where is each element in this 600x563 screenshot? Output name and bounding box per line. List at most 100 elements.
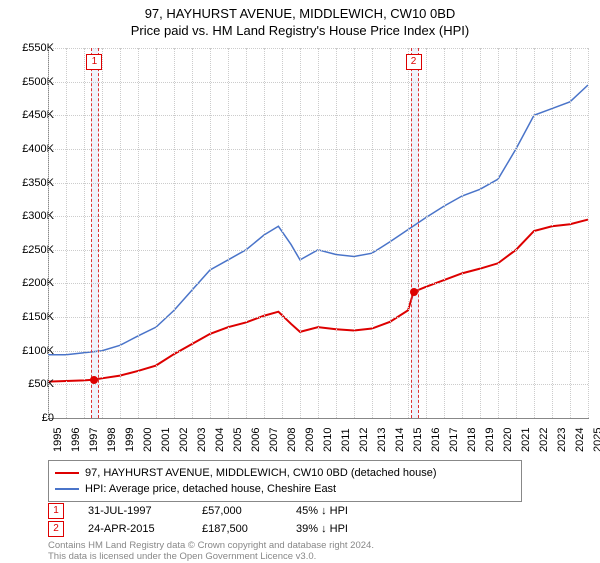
xtick-label: 2007	[268, 428, 280, 452]
xtick-label: 1999	[124, 428, 136, 452]
price-vs-hpi-chart: 97, HAYHURST AVENUE, MIDDLEWICH, CW10 0B…	[0, 0, 600, 560]
gridline-v	[66, 48, 67, 418]
gridline-v	[174, 48, 175, 418]
chart-title-sub: Price paid vs. HM Land Registry's House …	[0, 23, 600, 38]
gridline-v	[354, 48, 355, 418]
ytick-label: £150K	[4, 311, 54, 323]
xtick-label: 2013	[376, 428, 388, 452]
ytick-label: £450K	[4, 109, 54, 121]
transaction-badge-2: 2	[48, 521, 64, 537]
transaction-date-1: 31-JUL-1997	[88, 505, 178, 517]
chart-title-main: 97, HAYHURST AVENUE, MIDDLEWICH, CW10 0B…	[0, 6, 600, 21]
xtick-label: 2004	[214, 428, 226, 452]
xtick-label: 2016	[430, 428, 442, 452]
transaction-row-1: 1 31-JUL-1997 £57,000 45% ↓ HPI	[48, 502, 386, 520]
xtick-label: 1996	[70, 428, 82, 452]
xtick-label: 1995	[52, 428, 64, 452]
transaction-marker-band	[91, 48, 99, 418]
transaction-badge-1: 1	[48, 503, 64, 519]
xtick-label: 2021	[520, 428, 532, 452]
ytick-label: £50K	[4, 378, 54, 390]
legend: 97, HAYHURST AVENUE, MIDDLEWICH, CW10 0B…	[48, 460, 522, 502]
transaction-marker-band	[411, 48, 419, 418]
gridline-v	[84, 48, 85, 418]
ytick-label: £500K	[4, 76, 54, 88]
legend-row-property: 97, HAYHURST AVENUE, MIDDLEWICH, CW10 0B…	[55, 465, 515, 481]
transaction-marker-badge: 1	[86, 54, 102, 70]
transactions-table: 1 31-JUL-1997 £57,000 45% ↓ HPI 2 24-APR…	[48, 502, 386, 538]
gridline-v	[228, 48, 229, 418]
gridline-v	[570, 48, 571, 418]
xtick-label: 2025	[592, 428, 600, 452]
transaction-data-point	[90, 376, 98, 384]
gridline-v	[408, 48, 409, 418]
xtick-label: 2005	[232, 428, 244, 452]
gridline-v	[246, 48, 247, 418]
gridline-v	[480, 48, 481, 418]
transaction-delta-1: 45% ↓ HPI	[296, 505, 386, 517]
transaction-date-2: 24-APR-2015	[88, 523, 178, 535]
xtick-label: 2003	[196, 428, 208, 452]
gridline-v	[210, 48, 211, 418]
xtick-label: 2006	[250, 428, 262, 452]
xtick-label: 2009	[304, 428, 316, 452]
ytick-label: £350K	[4, 177, 54, 189]
xtick-label: 2020	[502, 428, 514, 452]
transaction-data-point	[410, 288, 418, 296]
gridline-v	[372, 48, 373, 418]
legend-swatch-property	[55, 472, 79, 474]
ytick-label: £100K	[4, 345, 54, 357]
gridline-v	[120, 48, 121, 418]
gridline-v	[534, 48, 535, 418]
gridline-v	[426, 48, 427, 418]
ytick-label: £400K	[4, 143, 54, 155]
legend-swatch-hpi	[55, 488, 79, 490]
xtick-label: 2017	[448, 428, 460, 452]
xtick-label: 2019	[484, 428, 496, 452]
footnote-line1: Contains HM Land Registry data © Crown c…	[48, 540, 374, 551]
xtick-label: 1997	[88, 428, 100, 452]
transaction-price-2: £187,500	[202, 523, 272, 535]
legend-label-property: 97, HAYHURST AVENUE, MIDDLEWICH, CW10 0B…	[85, 465, 437, 481]
gridline-v	[192, 48, 193, 418]
transaction-price-1: £57,000	[202, 505, 272, 517]
gridline-v	[444, 48, 445, 418]
ytick-label: £300K	[4, 210, 54, 222]
gridline-v	[282, 48, 283, 418]
legend-label-hpi: HPI: Average price, detached house, Ches…	[85, 481, 336, 497]
footnote: Contains HM Land Registry data © Crown c…	[48, 540, 374, 563]
gridline-v	[48, 48, 49, 418]
gridline-v	[336, 48, 337, 418]
legend-row-hpi: HPI: Average price, detached house, Ches…	[55, 481, 515, 497]
transaction-row-2: 2 24-APR-2015 £187,500 39% ↓ HPI	[48, 520, 386, 538]
gridline-v	[264, 48, 265, 418]
ytick-label: £550K	[4, 42, 54, 54]
xtick-label: 2024	[574, 428, 586, 452]
ytick-label: £200K	[4, 277, 54, 289]
xtick-label: 2023	[556, 428, 568, 452]
gridline-v	[498, 48, 499, 418]
transaction-delta-2: 39% ↓ HPI	[296, 523, 386, 535]
gridline-v	[390, 48, 391, 418]
gridline-v	[102, 48, 103, 418]
xtick-label: 1998	[106, 428, 118, 452]
footnote-line2: This data is licensed under the Open Gov…	[48, 551, 374, 562]
transaction-marker-badge: 2	[406, 54, 422, 70]
gridline-v	[156, 48, 157, 418]
ytick-label: £0	[4, 412, 54, 424]
xtick-label: 2010	[322, 428, 334, 452]
gridline-v	[462, 48, 463, 418]
chart-titles: 97, HAYHURST AVENUE, MIDDLEWICH, CW10 0B…	[0, 0, 600, 38]
gridline-v	[318, 48, 319, 418]
gridline-v	[300, 48, 301, 418]
xtick-label: 2000	[142, 428, 154, 452]
gridline-v	[552, 48, 553, 418]
xtick-label: 2018	[466, 428, 478, 452]
gridline-v	[516, 48, 517, 418]
ytick-label: £250K	[4, 244, 54, 256]
xtick-label: 2015	[412, 428, 424, 452]
xtick-label: 2014	[394, 428, 406, 452]
xtick-label: 2012	[358, 428, 370, 452]
gridline-v	[588, 48, 589, 418]
xtick-label: 2022	[538, 428, 550, 452]
